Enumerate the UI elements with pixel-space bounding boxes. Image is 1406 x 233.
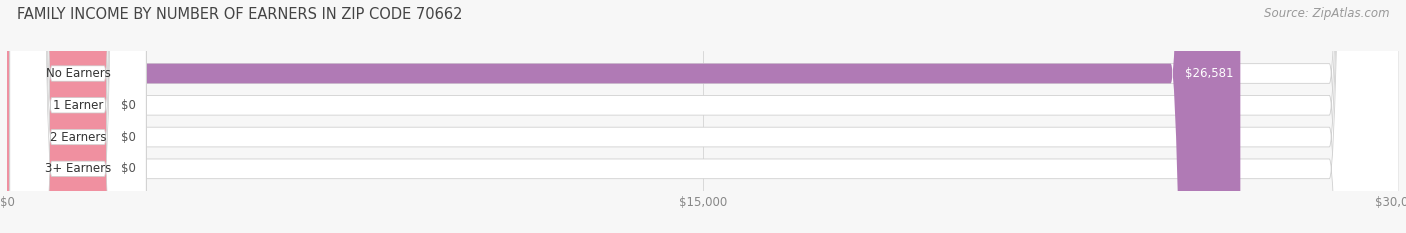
FancyBboxPatch shape [10, 0, 146, 233]
Text: $26,581: $26,581 [1185, 67, 1233, 80]
FancyBboxPatch shape [7, 0, 1240, 233]
FancyBboxPatch shape [7, 0, 1399, 233]
Text: 2 Earners: 2 Earners [49, 130, 107, 144]
FancyBboxPatch shape [10, 0, 146, 233]
FancyBboxPatch shape [7, 0, 107, 233]
Text: No Earners: No Earners [45, 67, 111, 80]
Text: 1 Earner: 1 Earner [53, 99, 103, 112]
Text: Source: ZipAtlas.com: Source: ZipAtlas.com [1264, 7, 1389, 20]
FancyBboxPatch shape [10, 0, 146, 233]
Text: FAMILY INCOME BY NUMBER OF EARNERS IN ZIP CODE 70662: FAMILY INCOME BY NUMBER OF EARNERS IN ZI… [17, 7, 463, 22]
FancyBboxPatch shape [7, 0, 107, 233]
Text: $0: $0 [121, 162, 136, 175]
Text: $0: $0 [121, 99, 136, 112]
FancyBboxPatch shape [7, 0, 1399, 233]
FancyBboxPatch shape [7, 0, 1399, 233]
Text: $0: $0 [121, 130, 136, 144]
FancyBboxPatch shape [10, 0, 146, 233]
FancyBboxPatch shape [7, 0, 107, 233]
Text: 3+ Earners: 3+ Earners [45, 162, 111, 175]
FancyBboxPatch shape [7, 0, 1399, 233]
